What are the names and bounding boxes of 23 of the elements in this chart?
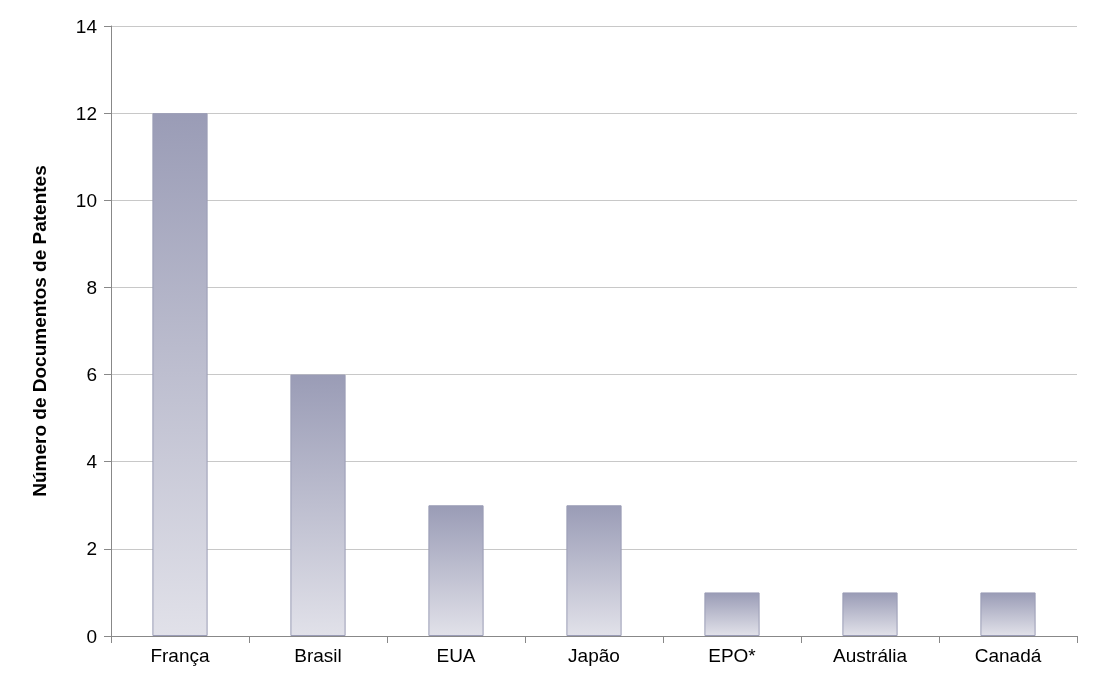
bar bbox=[152, 113, 208, 636]
bar bbox=[704, 592, 760, 636]
x-tick-label: Austrália bbox=[833, 645, 908, 666]
y-tick-label: 4 bbox=[86, 451, 98, 473]
y-tick-label: 2 bbox=[86, 538, 97, 560]
y-tick-label: 12 bbox=[75, 102, 97, 124]
y-tick-label: 8 bbox=[86, 276, 97, 298]
bar bbox=[842, 592, 898, 636]
bar bbox=[428, 505, 484, 636]
x-tick-label: EUA bbox=[436, 645, 476, 666]
y-tick-label: 14 bbox=[75, 15, 98, 37]
bar bbox=[980, 592, 1036, 636]
y-tick-label: 0 bbox=[86, 625, 97, 647]
y-tick-label: 6 bbox=[86, 364, 97, 386]
x-tick-label: EPO* bbox=[708, 645, 757, 666]
y-axis-title: Número de Documentos de Patentes bbox=[29, 165, 50, 497]
y-tick-label: 10 bbox=[75, 189, 97, 211]
bar bbox=[290, 374, 346, 636]
bar bbox=[566, 505, 622, 636]
x-tick-label: Canadá bbox=[974, 645, 1042, 666]
x-tick-label: Japão bbox=[568, 645, 620, 666]
x-tick-label: Brasil bbox=[294, 645, 342, 666]
x-tick-label: França bbox=[150, 645, 210, 666]
